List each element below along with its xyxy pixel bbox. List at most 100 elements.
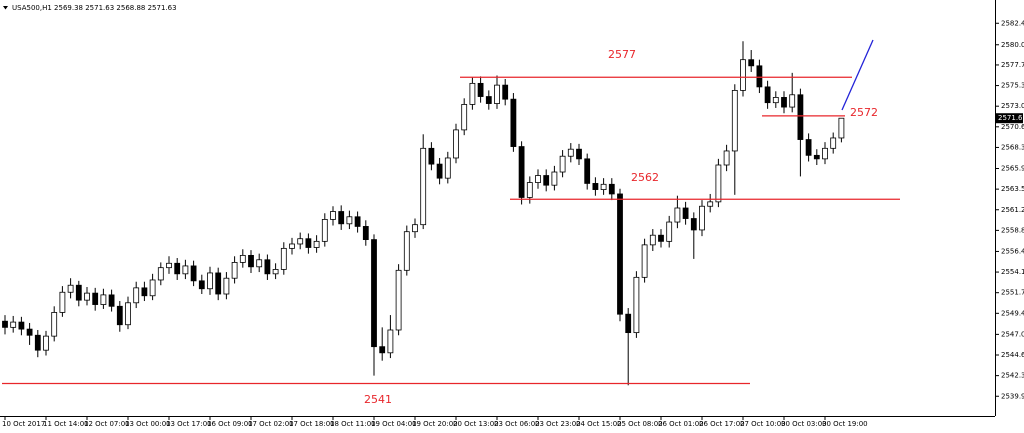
y-tick-label: 2542.30 xyxy=(1001,372,1024,380)
x-tick-label: 23 Oct 23:00 xyxy=(535,420,581,428)
candle-body xyxy=(10,321,17,328)
candle-body xyxy=(100,294,107,305)
candle-body xyxy=(362,226,369,240)
candle-body xyxy=(43,335,49,351)
y-tick-label: 2561.20 xyxy=(1001,206,1024,214)
candle-body xyxy=(428,147,435,165)
candle-body xyxy=(584,158,591,184)
candle-body xyxy=(764,86,771,104)
candle-body xyxy=(92,292,99,305)
x-tick-label: 23 Oct 06:00 xyxy=(494,420,540,428)
candle-body xyxy=(740,59,746,91)
y-tick-label: 2563.55 xyxy=(1001,185,1024,193)
candle-body xyxy=(182,265,189,275)
candle-body xyxy=(543,175,550,186)
x-tick-label: 17 Oct 02:00 xyxy=(248,420,294,428)
candle-body xyxy=(674,207,681,223)
x-tick-label: 20 Oct 13:00 xyxy=(453,420,499,428)
candle-body xyxy=(2,320,8,328)
candle-body xyxy=(34,334,41,351)
y-tick-label: 2565.90 xyxy=(1001,165,1024,173)
candle-body xyxy=(805,139,812,156)
y-tick-label: 2575.35 xyxy=(1001,82,1024,90)
y-tick-label: 2580.00 xyxy=(1001,41,1024,49)
candle-body xyxy=(190,265,197,282)
candle-body xyxy=(838,117,845,139)
y-tick-label: 2582.45 xyxy=(1001,19,1024,27)
level-label: 2577 xyxy=(608,48,636,61)
open-price: 2569.38 xyxy=(54,4,83,12)
low-price: 2568.88 xyxy=(116,4,145,12)
candle-body xyxy=(166,262,172,269)
candle-body xyxy=(690,218,697,231)
candle-body xyxy=(264,259,271,275)
symbol: USA500,H1 xyxy=(12,4,52,12)
y-tick-label: 2551.75 xyxy=(1001,289,1024,297)
candle-body xyxy=(125,302,131,326)
level-label: 2562 xyxy=(631,171,659,184)
candle-body xyxy=(207,272,213,290)
candle-body xyxy=(289,243,295,249)
candle-body xyxy=(682,207,689,219)
candle-body xyxy=(707,201,714,207)
candle-body xyxy=(658,234,664,242)
candle-body xyxy=(469,82,476,105)
candle-body xyxy=(354,216,361,227)
candle-body xyxy=(518,146,525,198)
candle-body xyxy=(157,267,164,281)
candle-body xyxy=(248,254,254,268)
x-tick-label: 11 Oct 14:00 xyxy=(43,420,89,428)
level-label: 2541 xyxy=(364,393,392,406)
x-tick-label: 13 Oct 00:00 xyxy=(125,420,171,428)
x-tick-label: 30 Oct 19:00 xyxy=(822,420,868,428)
candle-body xyxy=(379,346,386,354)
x-tick-label: 25 Oct 08:00 xyxy=(617,420,663,428)
candle-body xyxy=(330,211,336,220)
candle-body xyxy=(453,129,459,159)
y-tick-label: 2570.65 xyxy=(1001,123,1024,131)
candle-body xyxy=(297,238,304,245)
candle-body xyxy=(231,262,238,279)
candle-body xyxy=(84,292,90,301)
candle-body xyxy=(338,211,345,225)
price-tag-label: 2571.63 xyxy=(998,114,1024,122)
candle-body xyxy=(141,287,148,297)
x-tick-label: 26 Oct 17:00 xyxy=(699,420,745,428)
close-price: 2571.63 xyxy=(148,4,177,12)
y-tick-label: 2549.40 xyxy=(1001,309,1024,317)
y-tick-label: 2577.70 xyxy=(1001,61,1024,69)
chart-header: USA500,H1 2569.38 2571.63 2568.88 2571.6… xyxy=(12,4,177,12)
candle-body xyxy=(608,183,615,195)
y-tick-label: 2573.00 xyxy=(1001,102,1024,110)
candle-body xyxy=(75,284,82,301)
candle-body xyxy=(649,234,656,246)
candle-body xyxy=(797,94,804,140)
candle-body xyxy=(116,305,123,326)
candle-body xyxy=(387,329,394,354)
candle-body xyxy=(412,224,418,233)
candle-body xyxy=(280,247,287,270)
price-tag xyxy=(996,113,1023,124)
trend-line xyxy=(841,39,874,111)
y-tick-label: 2539.95 xyxy=(1001,392,1024,400)
x-tick-label: 13 Oct 17:00 xyxy=(166,420,212,428)
candle-body xyxy=(18,321,25,330)
candle-body xyxy=(633,276,640,334)
menu-icon[interactable] xyxy=(3,6,8,10)
candle-body xyxy=(567,148,574,157)
candle-body xyxy=(26,328,33,336)
candle-body xyxy=(822,147,828,160)
candle-body xyxy=(461,104,468,131)
candle-body xyxy=(174,262,181,275)
candle-body xyxy=(444,157,451,179)
candle-body xyxy=(477,82,484,97)
candle-body xyxy=(510,98,517,147)
candle-body xyxy=(625,313,632,334)
x-tick-label: 19 Oct 04:00 xyxy=(371,420,417,428)
candle-body xyxy=(830,137,837,149)
candle-body xyxy=(666,221,673,242)
x-tick-label: 30 Oct 03:00 xyxy=(781,420,827,428)
candle-body xyxy=(223,277,230,295)
x-tick-label: 16 Oct 09:00 xyxy=(207,420,253,428)
